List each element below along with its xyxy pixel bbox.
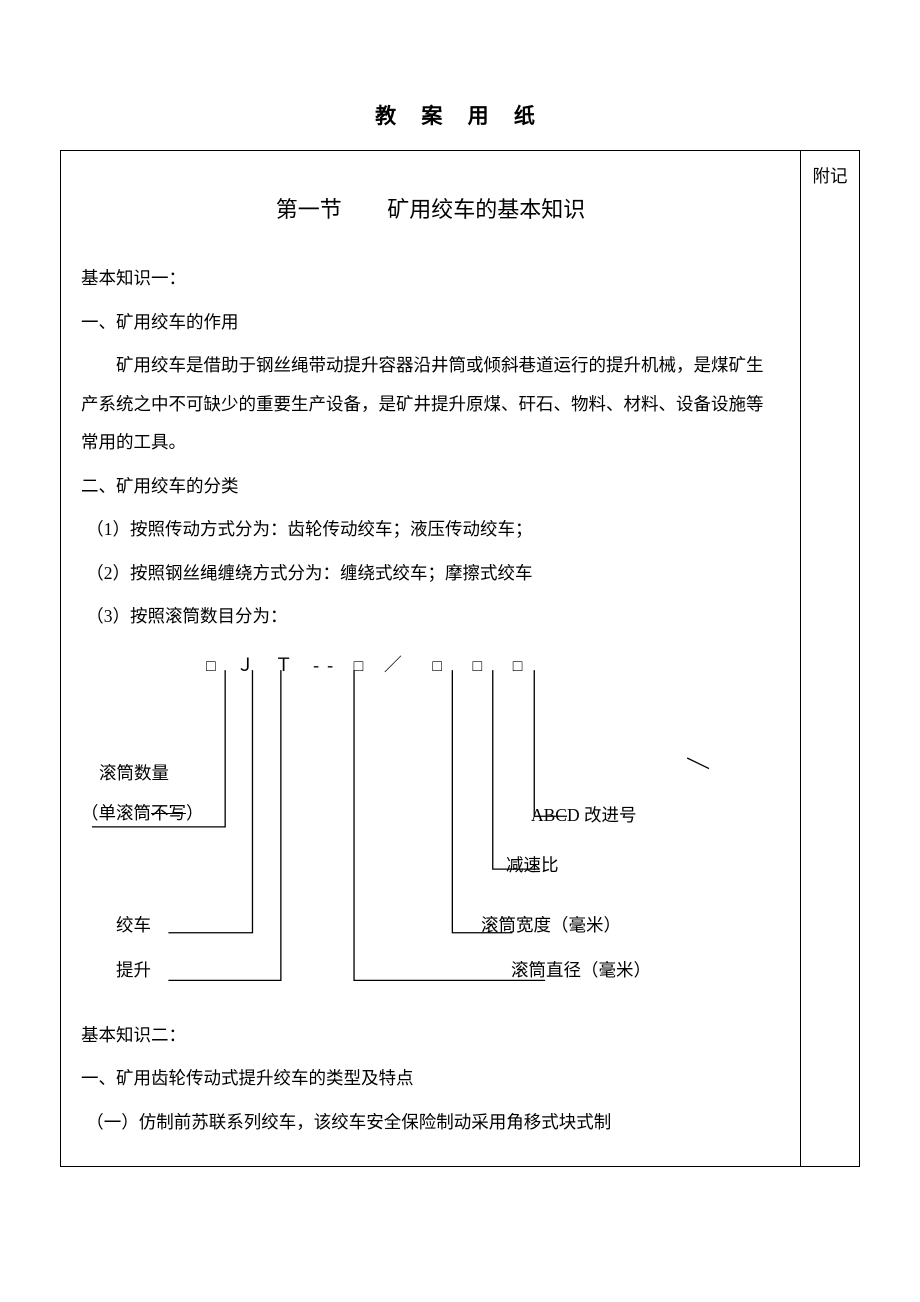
heading-purpose: 一、矿用绞车的作用 [81, 303, 780, 342]
label-winch: 绞车 [116, 906, 151, 945]
section-title: 第一节 矿用绞车的基本知识 [81, 186, 780, 234]
paragraph-types: （一）仿制前苏联系列绞车，该绞车安全保险制动采用角移式块式制 [81, 1103, 780, 1142]
section-heading: 矿用绞车的基本知识 [387, 197, 585, 222]
label-diameter: 滚筒直径（毫米） [511, 951, 651, 990]
class-item-1: （1）按照传动方式分为：齿轮传动绞车；液压传动绞车； [81, 510, 780, 549]
paragraph-purpose: 矿用绞车是借助于钢丝绳带动提升容器沿井筒或倾斜巷道运行的提升机械，是煤矿生产系统… [81, 346, 780, 462]
label-drum-count-2c: ） [186, 803, 204, 823]
page-title: 教 案 用 纸 [60, 100, 860, 130]
heading-types: 一、矿用齿轮传动式提升绞车的类型及特点 [81, 1059, 780, 1098]
heading-classification: 二、矿用绞车的分类 [81, 467, 780, 506]
class-item-3: （3）按照滚筒数目分为： [81, 597, 780, 636]
note-column: 附记 [801, 151, 859, 1166]
note-header: 附记 [806, 163, 854, 188]
content-area: 第一节 矿用绞车的基本知识 基本知识一： 一、矿用绞车的作用 矿用绞车是借助于钢… [61, 151, 801, 1166]
label-drum-count-2: （单滚筒不写） [81, 794, 204, 833]
label-improve: ABCD 改进号 [531, 796, 637, 835]
diagram-lines [81, 668, 780, 1028]
knowledge1-header: 基本知识一： [81, 259, 780, 298]
label-width: 滚筒宽度（毫米） [481, 906, 621, 945]
label-lift: 提升 [116, 951, 151, 990]
main-frame: 第一节 矿用绞车的基本知识 基本知识一： 一、矿用绞车的作用 矿用绞车是借助于钢… [60, 150, 860, 1167]
label-drum-count-2a: （单滚筒 [81, 803, 151, 823]
label-drum-count-strike: 不写 [151, 803, 186, 823]
section-number: 第一节 [276, 186, 342, 234]
label-drum-count-1: 滚筒数量 [99, 754, 169, 793]
class-item-2: （2）按照钢丝绳缠绕方式分为：缠绕式绞车；摩擦式绞车 [81, 554, 780, 593]
model-code-diagram: □ Ｊ Ｔ -- □ ／ □ □ □ [81, 646, 780, 1006]
label-ratio: 减速比 [506, 846, 559, 885]
